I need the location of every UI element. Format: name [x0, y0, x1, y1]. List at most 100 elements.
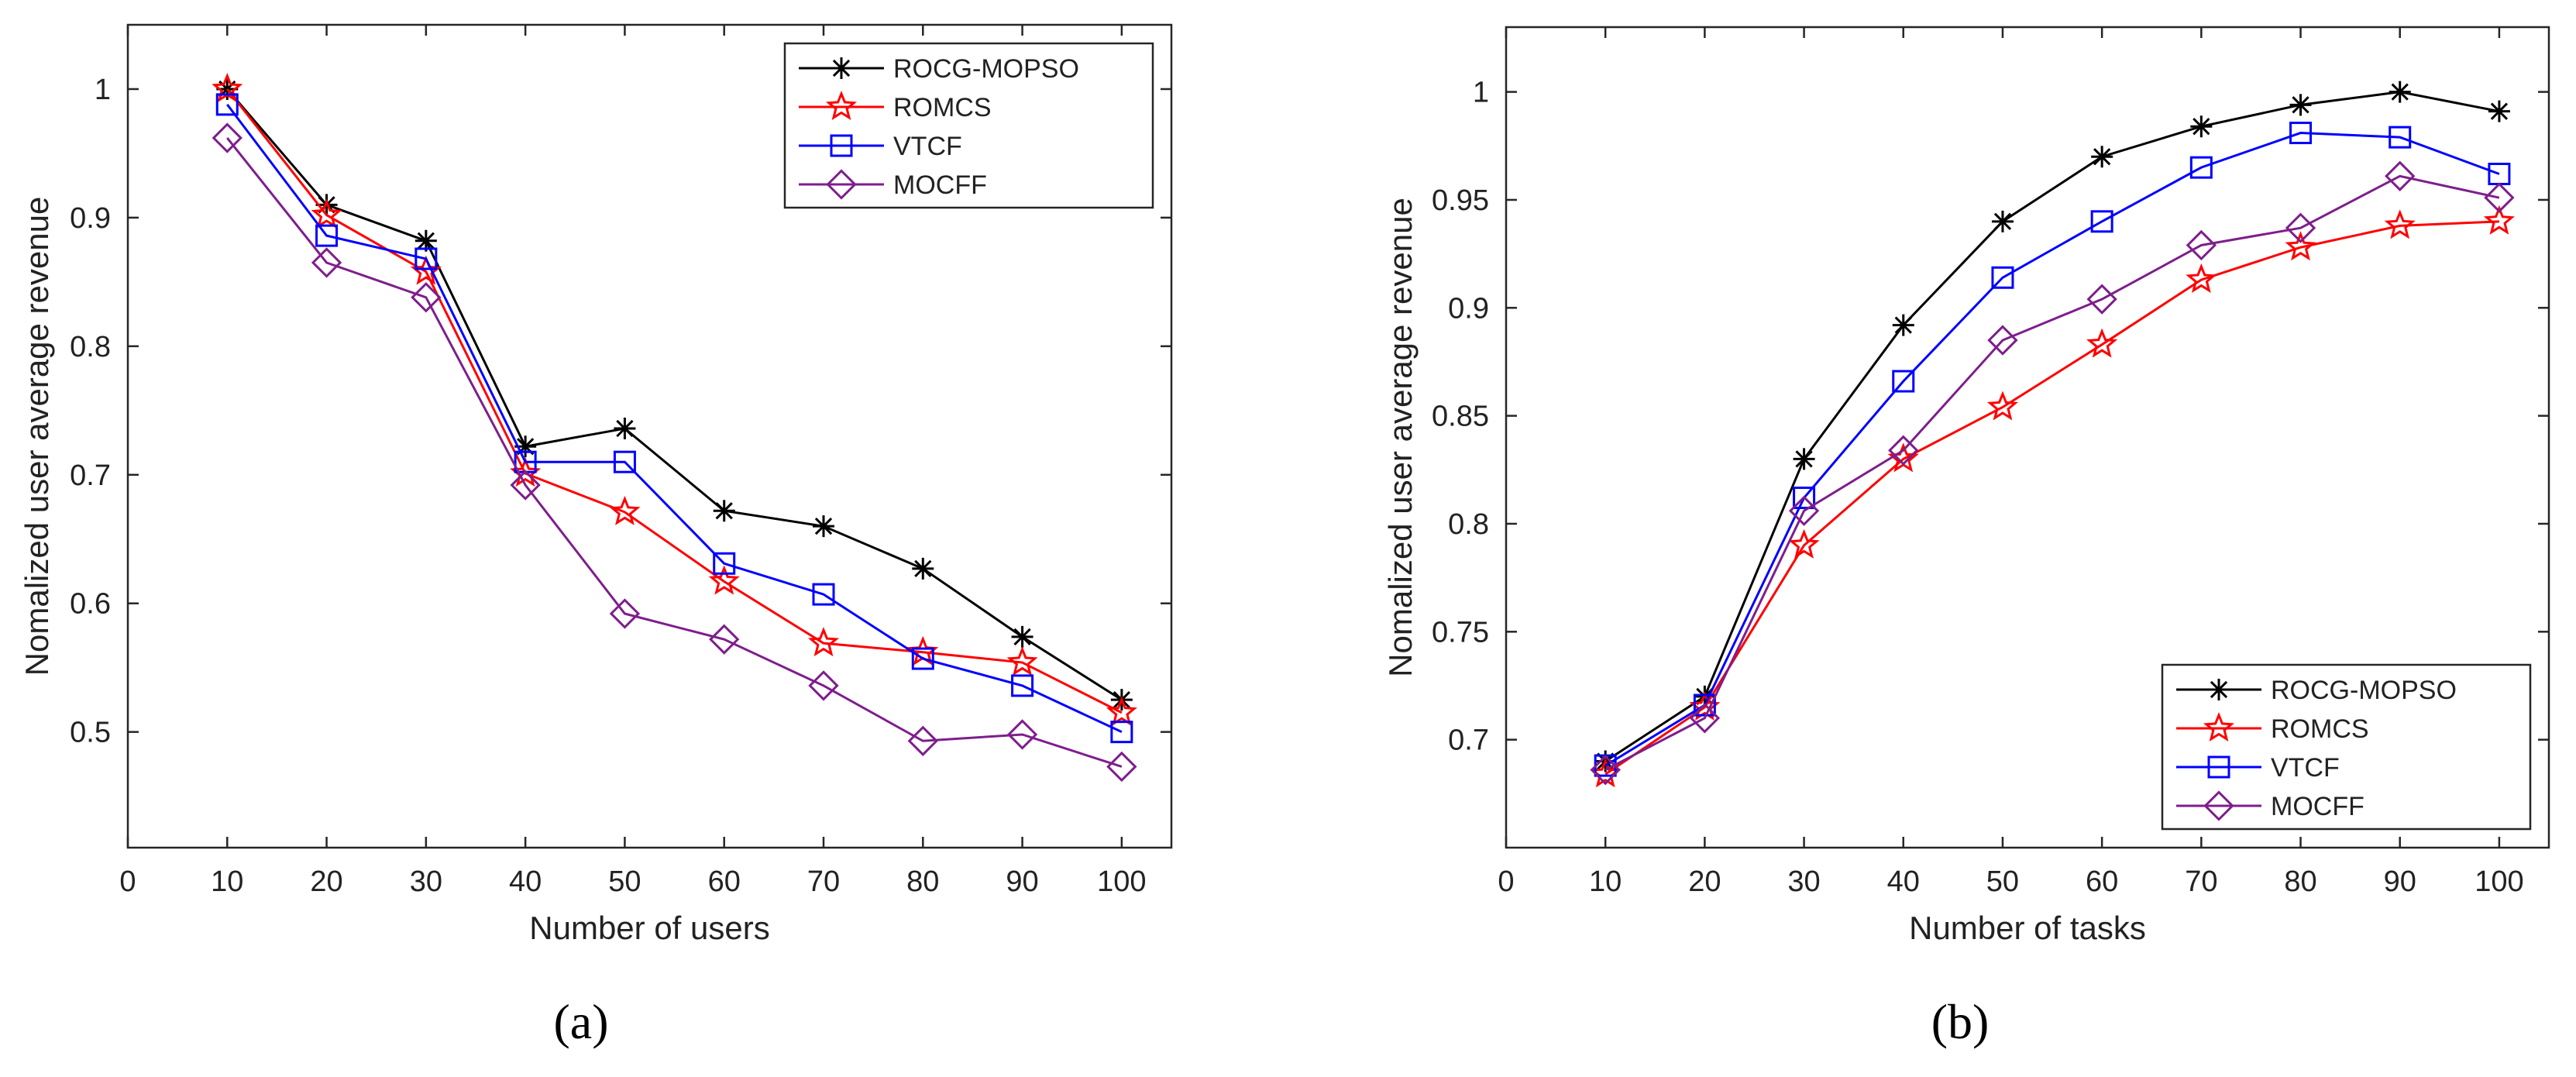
- panel-label-b: (b): [1931, 994, 1990, 1049]
- y-tick-label: 1: [1473, 77, 1489, 109]
- legend-entry: VTCF: [2176, 753, 2340, 783]
- data-point: [2189, 156, 2213, 179]
- data-point: [1991, 266, 2014, 289]
- data-point: [1892, 314, 1914, 336]
- data-point: [2086, 328, 2118, 358]
- data-point: [1793, 487, 1816, 510]
- series-line: [1604, 220, 2499, 776]
- x-tick-label: 60: [708, 865, 741, 898]
- y-tick-label: 0.75: [1432, 616, 1489, 649]
- x-tick-label: 20: [310, 865, 342, 898]
- chart-panel-a: 0 10 20 30 40 50 60 70 80 90 100 0.5 0.6 0.7 0.8 0.9 1 Nu…: [19, 23, 1173, 946]
- y-axis-label: Nomalized user average revenue: [19, 197, 55, 676]
- data-point: [2289, 122, 2313, 145]
- data-point: [1793, 448, 1815, 470]
- x-axis-label: Number of tasks: [1909, 910, 2146, 946]
- data-point: [2484, 182, 2515, 213]
- data-point: [1991, 210, 2014, 232]
- data-point: [1689, 703, 1721, 734]
- data-point: [1986, 391, 2018, 421]
- legend-box: [2161, 663, 2532, 831]
- legend-entry: ROMCS: [2176, 711, 2369, 744]
- data-point: [215, 93, 239, 116]
- legend: ROCG-MOPSO ROMCS VTCF MOCFF: [783, 42, 1154, 209]
- y-tick-label: 1: [95, 74, 111, 106]
- data-point: [1006, 719, 1038, 750]
- data-point: [1892, 370, 1915, 393]
- data-point: [1788, 495, 1820, 526]
- series-mocff: [212, 122, 1137, 783]
- data-point: [2488, 100, 2510, 122]
- x-tick-label: 80: [906, 865, 939, 898]
- x-tick-label: 90: [1006, 865, 1038, 898]
- data-point: [2086, 284, 2117, 315]
- data-point: [2186, 263, 2217, 294]
- data-point: [1888, 435, 1919, 466]
- data-point: [1693, 693, 1716, 717]
- series-rocg-mopso: [1594, 81, 2510, 772]
- data-point: [2384, 209, 2416, 239]
- legend-marker: [2207, 755, 2230, 779]
- legend-marker: [831, 57, 852, 79]
- y-tick-label: 0.5: [70, 717, 111, 749]
- data-point: [713, 552, 736, 575]
- chart-panel-b: 0 10 20 30 40 50 60 70 80 90 100 0.7 0.75 0.8 0.85 0.9 0…: [1382, 26, 2550, 946]
- data-point: [2483, 205, 2515, 235]
- data-point: [1788, 528, 1820, 559]
- y-tick-label: 0.7: [1448, 724, 1489, 757]
- data-point: [1110, 721, 1133, 744]
- legend-box: [783, 42, 1154, 209]
- series-line: [226, 88, 1123, 701]
- legend-label: ROCG-MOPSO: [2271, 676, 2457, 705]
- data-point: [609, 495, 641, 525]
- data-point: [808, 627, 839, 657]
- x-tick-label: 90: [2384, 865, 2416, 898]
- x-tick-label: 20: [1688, 865, 1721, 898]
- data-point: [2091, 146, 2113, 168]
- legend-label: MOCFF: [2271, 792, 2364, 821]
- legend-label: ROCG-MOPSO: [893, 54, 1079, 84]
- legend-entry: MOCFF: [799, 169, 987, 200]
- legend-marker: [830, 134, 853, 157]
- data-point: [1006, 646, 1038, 676]
- series-mocff: [1590, 160, 2515, 786]
- y-tick-label: 0.8: [70, 331, 111, 363]
- y-tick-label: 0.9: [1448, 292, 1489, 325]
- data-point: [2190, 115, 2213, 138]
- data-point: [414, 247, 438, 270]
- data-point: [808, 670, 839, 701]
- data-point: [315, 224, 339, 247]
- data-point: [912, 557, 934, 580]
- series-line: [226, 103, 1123, 734]
- data-point: [613, 450, 636, 473]
- data-point: [311, 247, 342, 278]
- data-point: [812, 583, 835, 606]
- data-point: [1590, 755, 1621, 786]
- x-axis-label: Number of users: [529, 910, 769, 946]
- data-point: [2285, 212, 2316, 243]
- x-tick-label: 100: [2475, 865, 2523, 898]
- data-point: [1106, 751, 1137, 783]
- x-tick-label: 30: [410, 865, 442, 898]
- x-tick-label: 70: [807, 865, 840, 898]
- x-tick-label: 10: [1589, 865, 1622, 898]
- series-line: [226, 137, 1123, 768]
- data-point: [911, 647, 934, 670]
- data-point: [2090, 210, 2113, 233]
- legend-label: VTCF: [893, 132, 962, 161]
- x-tick-label: 70: [2185, 865, 2217, 898]
- data-point: [609, 598, 641, 629]
- data-point: [713, 500, 735, 522]
- series-line: [1604, 174, 2500, 771]
- data-point: [311, 198, 342, 229]
- data-point: [614, 418, 636, 440]
- x-tick-label: 60: [2086, 865, 2118, 898]
- legend-label: VTCF: [2271, 753, 2340, 783]
- legend-marker: [826, 90, 857, 120]
- y-tick-label: 0.8: [1448, 508, 1489, 541]
- x-tick-label: 0: [1498, 865, 1514, 898]
- data-point: [2285, 231, 2316, 261]
- legend-entry: ROCG-MOPSO: [2176, 676, 2457, 705]
- data-point: [1987, 325, 2018, 356]
